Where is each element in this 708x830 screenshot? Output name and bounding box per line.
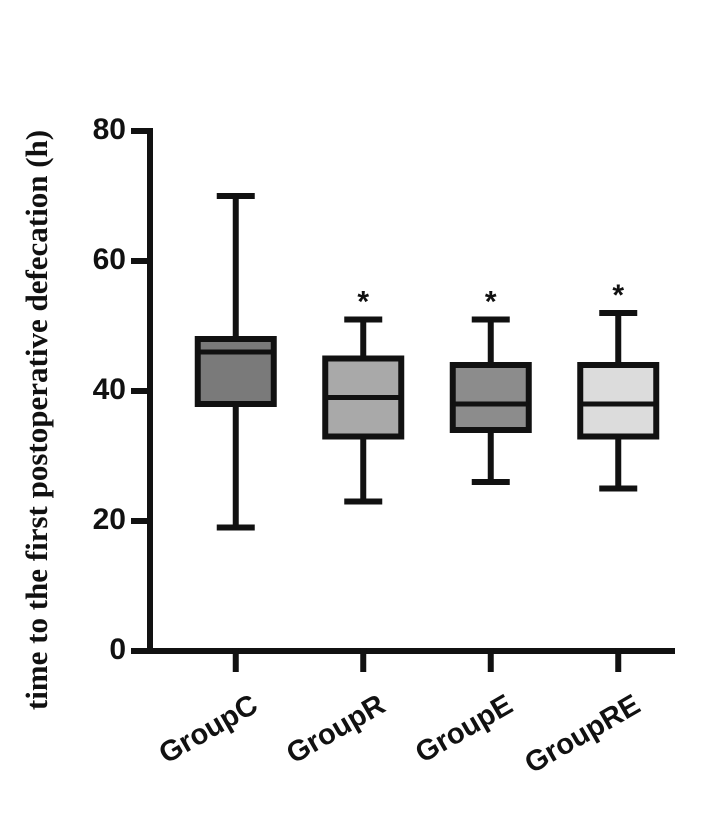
x-tick-label: GroupR [281, 689, 391, 771]
x-tick-label: GroupRE [520, 689, 646, 780]
significance-mark: * [612, 279, 624, 312]
x-tick-label: GroupC [154, 689, 264, 771]
box [194, 336, 277, 407]
y-tick-label: 80 [93, 113, 126, 146]
box [577, 362, 660, 440]
y-axis-label: time to the first postoperative defecati… [19, 130, 54, 710]
x-tick-label: GroupE [410, 689, 518, 770]
y-tick-label: 40 [93, 373, 126, 406]
y-tick-label: 20 [93, 503, 126, 536]
significance-mark: * [357, 286, 369, 319]
significance-mark: * [485, 286, 497, 319]
y-tick-label: 0 [109, 633, 126, 666]
box [449, 362, 532, 433]
y-tick-label: 60 [93, 243, 126, 276]
